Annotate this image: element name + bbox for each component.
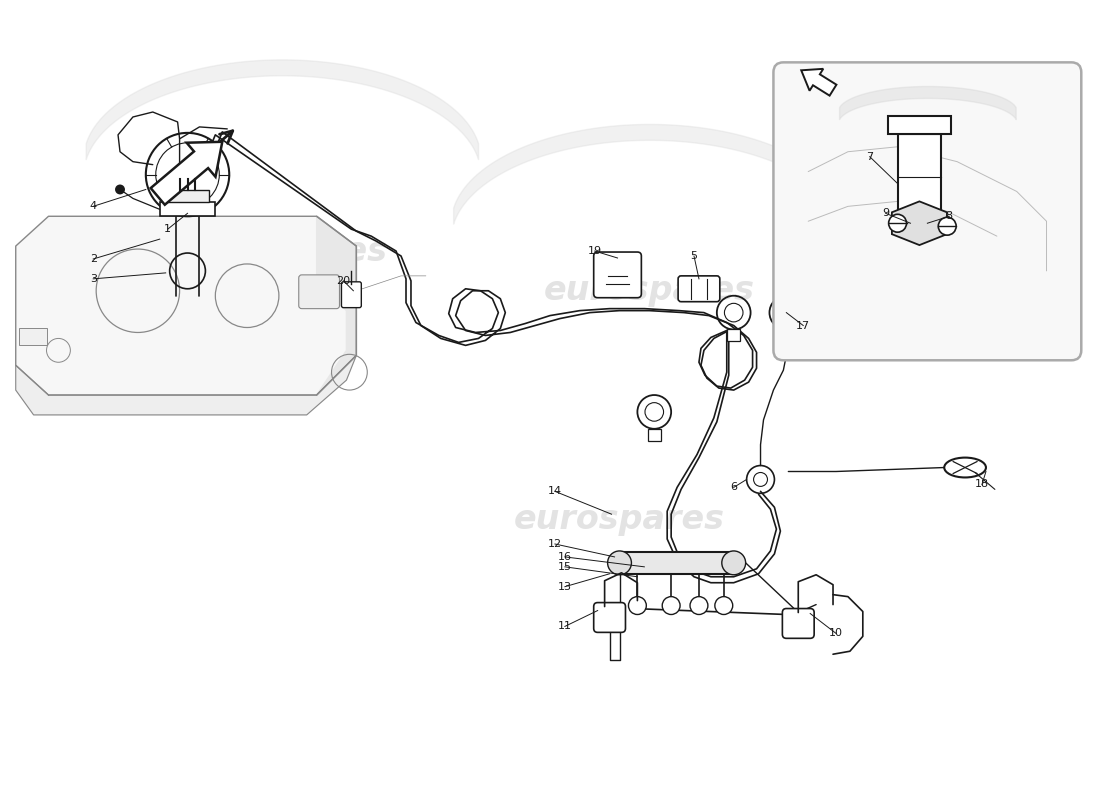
Text: 20: 20 — [337, 276, 351, 286]
Text: 9: 9 — [882, 208, 889, 218]
Text: 5: 5 — [691, 251, 697, 261]
Circle shape — [938, 218, 956, 235]
Text: 10: 10 — [829, 628, 843, 638]
Circle shape — [722, 551, 746, 574]
Text: 3: 3 — [90, 274, 97, 284]
Text: 16: 16 — [558, 552, 572, 562]
Polygon shape — [15, 355, 356, 415]
Bar — [898, 134, 942, 211]
Text: 13: 13 — [558, 582, 572, 592]
FancyBboxPatch shape — [594, 602, 626, 632]
FancyBboxPatch shape — [773, 62, 1081, 360]
Circle shape — [607, 551, 631, 574]
Text: 12: 12 — [548, 539, 562, 549]
Bar — [619, 552, 734, 574]
Text: 17: 17 — [796, 321, 811, 330]
Polygon shape — [892, 202, 947, 245]
Text: 6: 6 — [730, 482, 737, 492]
Circle shape — [628, 597, 647, 614]
Bar — [648, 429, 661, 441]
Text: 15: 15 — [558, 562, 572, 572]
Text: 8: 8 — [946, 211, 953, 222]
Text: eurospares: eurospares — [514, 502, 725, 536]
Text: 18: 18 — [975, 479, 989, 490]
Bar — [160, 202, 216, 216]
Text: 19: 19 — [587, 246, 602, 256]
Circle shape — [690, 597, 708, 614]
FancyBboxPatch shape — [678, 276, 719, 302]
FancyBboxPatch shape — [341, 282, 361, 308]
Circle shape — [889, 214, 906, 232]
Polygon shape — [317, 216, 356, 395]
Circle shape — [715, 597, 733, 614]
Text: eurospares: eurospares — [176, 234, 387, 267]
Bar — [19, 327, 46, 346]
Text: 2: 2 — [89, 254, 97, 264]
FancyBboxPatch shape — [782, 609, 814, 638]
Text: 7: 7 — [866, 152, 873, 162]
Polygon shape — [15, 216, 356, 395]
Circle shape — [116, 185, 125, 194]
FancyArrow shape — [801, 69, 836, 96]
FancyArrow shape — [151, 142, 222, 205]
Bar — [888, 116, 952, 134]
Text: 14: 14 — [548, 486, 562, 496]
Bar — [727, 330, 740, 342]
FancyBboxPatch shape — [299, 275, 340, 309]
FancyBboxPatch shape — [594, 252, 641, 298]
Text: 1: 1 — [164, 224, 172, 234]
Bar — [166, 190, 209, 202]
Circle shape — [662, 597, 680, 614]
Text: 11: 11 — [558, 622, 572, 631]
Bar — [780, 330, 793, 342]
Text: eurospares: eurospares — [543, 274, 755, 307]
Text: 4: 4 — [89, 202, 97, 211]
